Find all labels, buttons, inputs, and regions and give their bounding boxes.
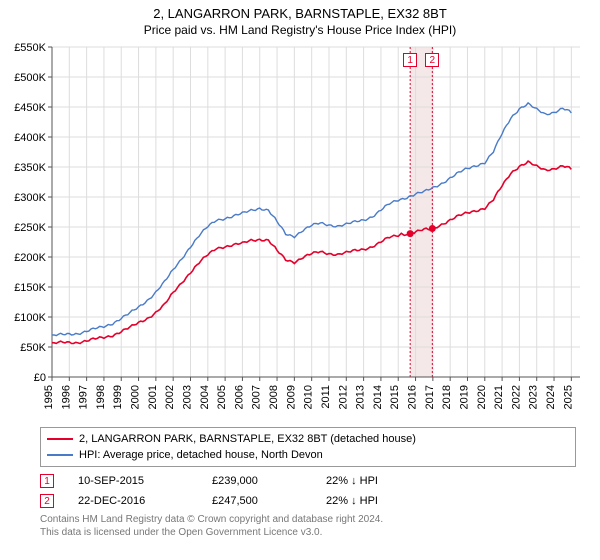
legend: 2, LANGARRON PARK, BARNSTAPLE, EX32 8BT …: [40, 427, 576, 467]
sale-marker-label: 2: [425, 53, 439, 67]
y-tick-label: £300K: [14, 192, 46, 204]
x-tick-label: 2018: [441, 385, 453, 409]
y-tick-label: £150K: [14, 282, 46, 294]
x-tick-label: 2015: [389, 385, 401, 409]
x-tick-label: 1996: [60, 385, 72, 409]
sales-table: 1 10-SEP-2015 £239,000 22% ↓ HPI 2 22-DEC-201…: [40, 471, 576, 511]
sale-price: £247,500: [212, 495, 302, 507]
y-tick-label: £450K: [14, 102, 46, 114]
y-tick-label: £350K: [14, 162, 46, 174]
chart-area: £0 £50K £100K £150K £200K £250K £300K £350K £400…: [0, 41, 600, 421]
footer-attribution: Contains HM Land Registry data © Crown c…: [40, 513, 576, 539]
x-tick-label: 1995: [43, 385, 55, 409]
x-tick-label: 2021: [493, 385, 505, 409]
y-tick-label: £250K: [14, 222, 46, 234]
footer-line-1: Contains HM Land Registry data © Crown c…: [40, 513, 576, 526]
sale-marker: 2: [40, 494, 54, 508]
sale-date: 10-SEP-2015: [78, 475, 188, 487]
sale-delta: 22% ↓ HPI: [326, 495, 378, 507]
page-subtitle: Price paid vs. HM Land Registry's House …: [0, 21, 600, 41]
x-tick-label: 1997: [78, 385, 90, 409]
legend-label: 2, LANGARRON PARK, BARNSTAPLE, EX32 8BT …: [79, 433, 416, 445]
x-tick-label: 2024: [545, 385, 557, 409]
sale-row: 1 10-SEP-2015 £239,000 22% ↓ HPI: [40, 471, 576, 491]
x-tick-label: 2006: [233, 385, 245, 409]
x-tick-label: 2007: [251, 385, 263, 409]
x-tick-label: 2020: [476, 385, 488, 409]
x-tick-label: 2003: [181, 385, 193, 409]
sale-marker-label: 1: [403, 53, 417, 67]
y-tick-label: £400K: [14, 132, 46, 144]
chart-container: 2, LANGARRON PARK, BARNSTAPLE, EX32 8BT …: [0, 0, 600, 560]
x-tick-label: 2025: [562, 385, 574, 409]
sale-date: 22-DEC-2016: [78, 495, 188, 507]
x-tick-label: 2001: [147, 385, 159, 409]
x-tick-label: 2023: [528, 385, 540, 409]
x-tick-label: 2002: [164, 385, 176, 409]
sale-marker-dot: [429, 225, 436, 232]
x-tick-label: 2008: [268, 385, 280, 409]
page-title: 2, LANGARRON PARK, BARNSTAPLE, EX32 8BT: [0, 0, 600, 21]
x-tick-label: 2013: [355, 385, 367, 409]
y-tick-label: £550K: [14, 42, 46, 54]
x-tick-label: 2000: [130, 385, 142, 409]
x-tick-label: 1999: [112, 385, 124, 409]
x-tick-label: 2016: [407, 385, 419, 409]
x-tick-label: 2009: [285, 385, 297, 409]
sale-delta: 22% ↓ HPI: [326, 475, 378, 487]
x-tick-label: 2005: [216, 385, 228, 409]
y-tick-label: £500K: [14, 72, 46, 84]
x-tick-label: 2017: [424, 385, 436, 409]
y-tick-label: £100K: [14, 312, 46, 324]
legend-swatch: [47, 454, 73, 456]
legend-swatch: [47, 438, 73, 440]
x-tick-label: 1998: [95, 385, 107, 409]
x-tick-label: 2012: [337, 385, 349, 409]
y-tick-label: £50K: [20, 342, 46, 354]
x-tick-label: 2004: [199, 385, 211, 409]
x-tick-label: 2010: [303, 385, 315, 409]
legend-label: HPI: Average price, detached house, Nort…: [79, 449, 323, 461]
x-tick-label: 2022: [510, 385, 522, 409]
x-tick-label: 2011: [320, 385, 332, 409]
price-chart: £0 £50K £100K £150K £200K £250K £300K £350K £400…: [0, 41, 600, 421]
x-tick-label: 2014: [372, 385, 384, 409]
legend-item: 2, LANGARRON PARK, BARNSTAPLE, EX32 8BT …: [47, 431, 569, 447]
legend-item: HPI: Average price, detached house, Nort…: [47, 447, 569, 463]
sale-marker: 1: [40, 474, 54, 488]
y-tick-label: £200K: [14, 252, 46, 264]
y-tick-label: £0: [34, 372, 46, 384]
sale-price: £239,000: [212, 475, 302, 487]
x-tick-label: 2019: [458, 385, 470, 409]
sale-marker-dot: [407, 230, 414, 237]
footer-line-2: This data is licensed under the Open Gov…: [40, 526, 576, 539]
sale-row: 2 22-DEC-2016 £247,500 22% ↓ HPI: [40, 491, 576, 511]
